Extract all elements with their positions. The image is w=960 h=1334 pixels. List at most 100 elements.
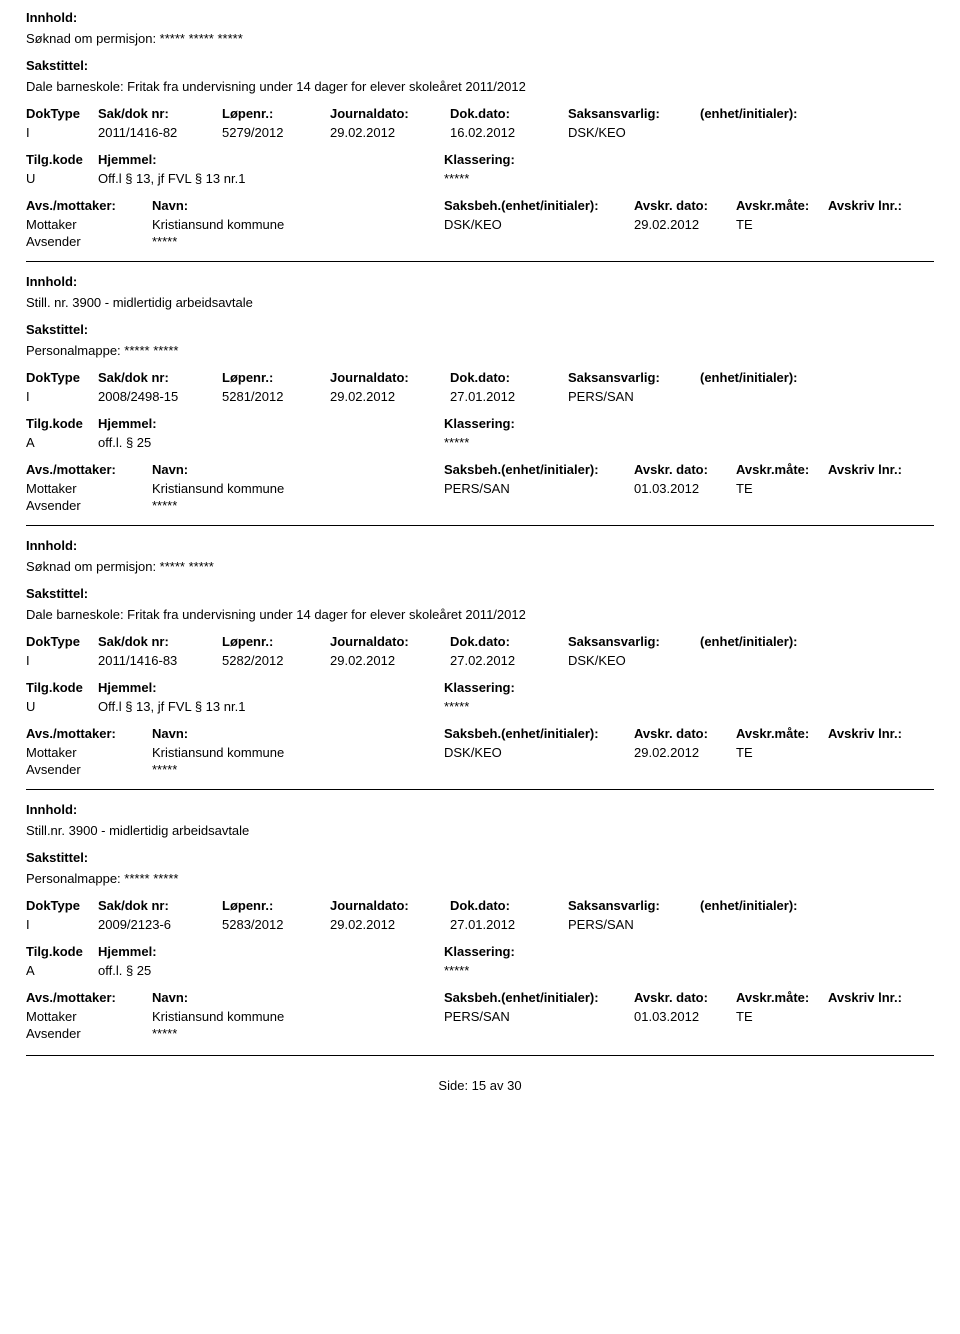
journal-record: Innhold:Still. nr. 3900 - midlertidig ar… xyxy=(26,261,934,513)
party-avskrdato xyxy=(634,1026,736,1041)
party-navn: Kristiansund kommune xyxy=(152,217,444,232)
cell-doktype: I xyxy=(26,653,98,668)
party-role: Mottaker xyxy=(26,217,152,232)
party-avskrdato: 01.03.2012 xyxy=(634,481,736,496)
sakstittel-text: Dale barneskole: Fritak fra undervisning… xyxy=(26,607,934,622)
col-header: Journaldato: xyxy=(330,898,450,913)
col-header: Journaldato: xyxy=(330,634,450,649)
col-header: Navn: xyxy=(152,198,444,213)
col-header: Dok.dato: xyxy=(450,106,568,121)
cell-saksansvarlig: DSK/KEO xyxy=(568,653,700,668)
tilgkode-header-row: Tilg.kodeHjemmel:Klassering: xyxy=(26,416,934,431)
col-header: Hjemmel: xyxy=(98,152,444,167)
party-avskrmaate: TE xyxy=(736,481,828,496)
col-header: Hjemmel: xyxy=(98,416,444,431)
innhold-text: Søknad om permisjon: ***** ***** xyxy=(26,559,934,574)
col-header: Avskr.måte: xyxy=(736,990,828,1005)
cell-sakdok: 2008/2498-15 xyxy=(98,389,222,404)
party-avskrmaate: TE xyxy=(736,217,828,232)
cell-tilgkode: A xyxy=(26,963,98,978)
col-header: Avskriv lnr.: xyxy=(828,990,918,1005)
cell-dokdato: 16.02.2012 xyxy=(450,125,568,140)
party-avskrmaate: TE xyxy=(736,1009,828,1024)
col-header: Avs./mottaker: xyxy=(26,462,152,477)
col-header: Avskr.måte: xyxy=(736,198,828,213)
pager: Side: 15 av 30 xyxy=(26,1078,934,1093)
pager-av: av xyxy=(486,1078,507,1093)
journal-record: Innhold:Søknad om permisjon: ***** *****… xyxy=(26,525,934,777)
party-navn: ***** xyxy=(152,498,444,513)
main-data-row: I2011/1416-835282/201229.02.201227.02.20… xyxy=(26,653,934,668)
col-header: Løpenr.: xyxy=(222,370,330,385)
col-header: Avskr. dato: xyxy=(634,462,736,477)
cell-sakdok: 2011/1416-83 xyxy=(98,653,222,668)
party-saksbeh xyxy=(444,498,634,513)
party-saksbeh xyxy=(444,1026,634,1041)
tilgkode-data-row: UOff.l § 13, jf FVL § 13 nr.1***** xyxy=(26,171,934,186)
party-avskrdato: 29.02.2012 xyxy=(634,745,736,760)
innhold-label: Innhold: xyxy=(26,802,934,817)
col-header: DokType xyxy=(26,898,98,913)
main-data-row: I2009/2123-65283/201229.02.201227.01.201… xyxy=(26,917,934,932)
party-navn: ***** xyxy=(152,762,444,777)
party-role: Mottaker xyxy=(26,481,152,496)
party-avskrdato xyxy=(634,234,736,249)
party-header-row: Avs./mottaker:Navn:Saksbeh.(enhet/initia… xyxy=(26,198,934,213)
col-header: Navn: xyxy=(152,462,444,477)
col-header: Avskriv lnr.: xyxy=(828,726,918,741)
cell-doktype: I xyxy=(26,125,98,140)
party-role: Avsender xyxy=(26,498,152,513)
col-header: Dok.dato: xyxy=(450,898,568,913)
col-header: Klassering: xyxy=(444,416,644,431)
cell-sakdok: 2009/2123-6 xyxy=(98,917,222,932)
cell-dokdato: 27.01.2012 xyxy=(450,917,568,932)
col-header: Løpenr.: xyxy=(222,898,330,913)
col-header: (enhet/initialer): xyxy=(700,106,850,121)
main-header-row: DokTypeSak/dok nr:Løpenr.:Journaldato:Do… xyxy=(26,106,934,121)
cell-journaldato: 29.02.2012 xyxy=(330,917,450,932)
party-row: Avsender***** xyxy=(26,1026,934,1041)
journal-record: Innhold:Still.nr. 3900 - midlertidig arb… xyxy=(26,789,934,1041)
tilgkode-header-row: Tilg.kodeHjemmel:Klassering: xyxy=(26,680,934,695)
party-avskrdato xyxy=(634,762,736,777)
innhold-label: Innhold: xyxy=(26,10,934,25)
col-header: Hjemmel: xyxy=(98,680,444,695)
party-row: MottakerKristiansund kommunePERS/SAN01.0… xyxy=(26,1009,934,1024)
col-header: Hjemmel: xyxy=(98,944,444,959)
sakstittel-label: Sakstittel: xyxy=(26,850,934,865)
main-data-row: I2011/1416-825279/201229.02.201216.02.20… xyxy=(26,125,934,140)
innhold-label: Innhold: xyxy=(26,274,934,289)
col-header: Tilg.kode xyxy=(26,680,98,695)
col-header: Avs./mottaker: xyxy=(26,198,152,213)
cell-lopenr: 5281/2012 xyxy=(222,389,330,404)
cell-saksansvarlig: PERS/SAN xyxy=(568,389,700,404)
party-navn: Kristiansund kommune xyxy=(152,745,444,760)
cell-klassering: ***** xyxy=(444,963,644,978)
pager-total: 30 xyxy=(507,1078,521,1093)
cell-doktype: I xyxy=(26,917,98,932)
party-role: Avsender xyxy=(26,234,152,249)
col-header: Klassering: xyxy=(444,680,644,695)
col-header: Tilg.kode xyxy=(26,152,98,167)
party-saksbeh: PERS/SAN xyxy=(444,481,634,496)
party-role: Mottaker xyxy=(26,745,152,760)
party-row: Avsender***** xyxy=(26,762,934,777)
col-header: Tilg.kode xyxy=(26,944,98,959)
sakstittel-text: Personalmappe: ***** ***** xyxy=(26,871,934,886)
party-avskrdato xyxy=(634,498,736,513)
cell-klassering: ***** xyxy=(444,699,644,714)
col-header: Sak/dok nr: xyxy=(98,370,222,385)
col-header: Journaldato: xyxy=(330,370,450,385)
main-header-row: DokTypeSak/dok nr:Løpenr.:Journaldato:Do… xyxy=(26,370,934,385)
col-header: Dok.dato: xyxy=(450,634,568,649)
party-navn: ***** xyxy=(152,234,444,249)
party-row: MottakerKristiansund kommuneDSK/KEO29.02… xyxy=(26,217,934,232)
pager-current: 15 xyxy=(468,1078,486,1093)
innhold-text: Søknad om permisjon: ***** ***** ***** xyxy=(26,31,934,46)
main-header-row: DokTypeSak/dok nr:Løpenr.:Journaldato:Do… xyxy=(26,634,934,649)
col-header: Klassering: xyxy=(444,944,644,959)
col-header: (enhet/initialer): xyxy=(700,898,850,913)
col-header: Løpenr.: xyxy=(222,634,330,649)
col-header: Klassering: xyxy=(444,152,644,167)
col-header: DokType xyxy=(26,106,98,121)
